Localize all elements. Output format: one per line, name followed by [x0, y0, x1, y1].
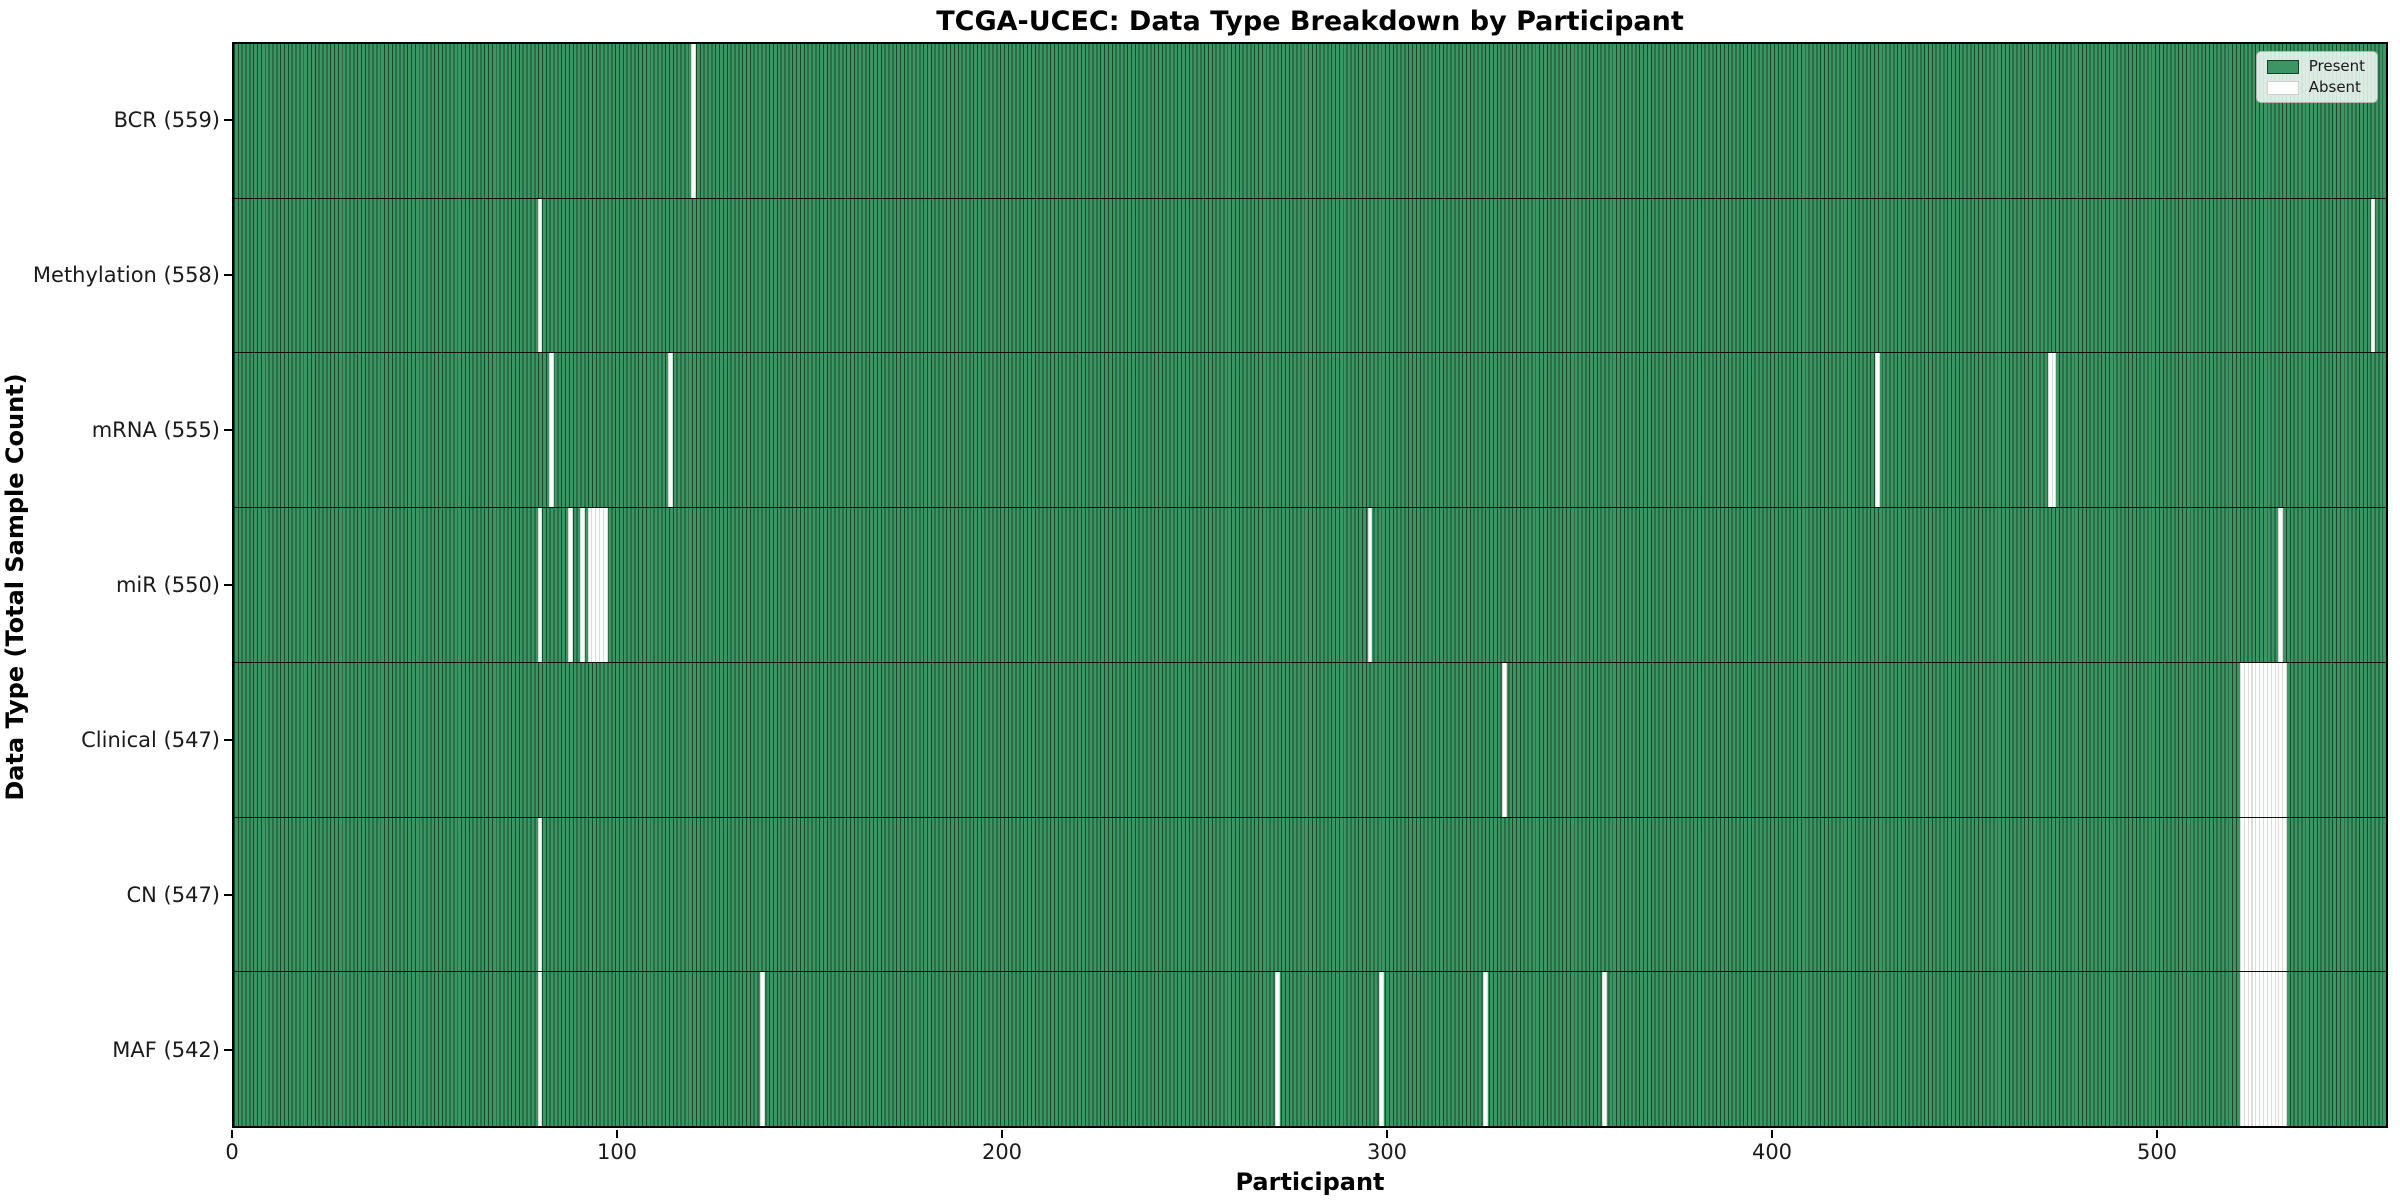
x-tick-mark [1771, 1130, 1773, 1138]
absent-gap [537, 508, 543, 662]
legend-label-present: Present [2308, 57, 2365, 75]
y-tick-label-methylation: Methylation (558) [32, 262, 220, 287]
y-tick-mark [224, 739, 232, 742]
y-tick-mark [224, 1049, 232, 1052]
x-axis-tick-labels: 0 100 200 300 400 500 [225, 1140, 2388, 1170]
y-tick-mark [224, 118, 232, 121]
absent-gap [1602, 972, 1607, 1127]
x-tick-label-500: 500 [2136, 1140, 2178, 1164]
absent-gap [537, 817, 543, 972]
x-tick-label-300: 300 [1366, 1140, 1408, 1164]
legend: Present Absent [2255, 51, 2378, 103]
row-bcr [234, 44, 2386, 199]
present-swatch-icon [2266, 59, 2299, 74]
absent-gap [2282, 662, 2288, 817]
row-mrna [234, 353, 2386, 509]
y-tick-label-mir: miR (550) [115, 573, 220, 597]
y-tick-mark [224, 584, 232, 586]
absent-gap [1502, 662, 1507, 817]
x-tick-label-0: 0 [225, 1140, 239, 1164]
absent-gap [537, 198, 543, 353]
y-tick-label-clinical: Clinical (547) [81, 728, 220, 753]
x-tick-mark [1386, 1130, 1388, 1138]
row-clinical [234, 662, 2386, 818]
absent-gap [2282, 972, 2288, 1127]
absent-swatch-icon [2266, 80, 2299, 95]
x-tick-label-200: 200 [981, 1140, 1023, 1164]
absent-gap [2278, 508, 2284, 662]
row-methylation [234, 198, 2386, 354]
absent-gap [2051, 353, 2057, 508]
x-tick-label-400: 400 [1751, 1140, 1793, 1164]
y-tick-label-cn: CN (547) [126, 883, 220, 908]
plot-area: Present Absent [232, 42, 2388, 1128]
x-axis-title: Participant [1235, 1168, 1385, 1196]
absent-gap [1874, 353, 1880, 508]
row-mir [234, 508, 2386, 663]
legend-entry-absent: Absent [2266, 78, 2365, 96]
y-tick-mark [224, 894, 232, 897]
y-tick-label-bcr: BCR (559) [113, 107, 220, 132]
absent-gap [549, 353, 554, 508]
chart-title: TCGA-UCEC: Data Type Breakdown by Partic… [936, 6, 1684, 37]
absent-gap [1275, 972, 1281, 1127]
x-tick-mark [1001, 1130, 1003, 1138]
x-tick-mark [616, 1130, 618, 1138]
absent-gap [691, 44, 697, 198]
legend-entry-present: Present [2266, 57, 2365, 75]
absent-gap [1367, 508, 1373, 662]
absent-gap [602, 508, 608, 662]
y-tick-label-mrna: mRNA (555) [91, 417, 220, 442]
y-tick-mark [224, 428, 232, 431]
absent-gap [537, 972, 543, 1127]
y-tick-label-maf: MAF (542) [112, 1038, 220, 1063]
y-tick-mark [224, 273, 232, 276]
absent-gap [1379, 972, 1384, 1127]
absent-gap [760, 972, 766, 1127]
absent-gap [2282, 817, 2288, 972]
row-maf [234, 972, 2386, 1127]
absent-gap [579, 508, 585, 662]
x-tick-mark [2156, 1130, 2158, 1138]
x-tick-mark [231, 1130, 233, 1138]
legend-label-absent: Absent [2308, 78, 2361, 96]
absent-gap [2370, 198, 2376, 353]
absent-gap [668, 353, 674, 508]
absent-gap [1482, 972, 1488, 1127]
x-tick-label-100: 100 [596, 1140, 638, 1164]
absent-gap [568, 508, 574, 662]
y-axis-tick-labels: BCR (559) Methylation (558) mRNA (555) miR … [0, 42, 220, 1128]
row-cn [234, 817, 2386, 973]
